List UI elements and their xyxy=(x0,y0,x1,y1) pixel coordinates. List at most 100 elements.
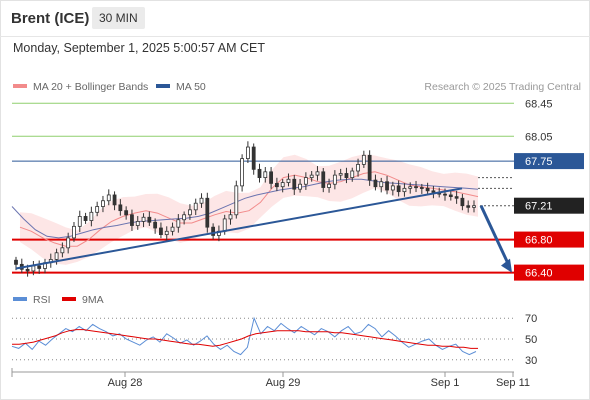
legend-credit: Research © 2025 Trading Central xyxy=(424,81,581,93)
candle-body xyxy=(472,205,476,208)
candle-body xyxy=(414,186,418,189)
candle-body xyxy=(385,181,389,191)
level-tag-67-75 xyxy=(514,153,584,170)
candle-body xyxy=(222,218,227,232)
candle-body xyxy=(286,178,291,183)
rsi-line xyxy=(11,316,477,356)
chart-header: Brent (ICE) 30 MIN xyxy=(0,0,590,36)
candle-body xyxy=(14,259,18,265)
candle-body xyxy=(112,194,117,206)
candle-body xyxy=(66,237,71,249)
level-tag-66-80 xyxy=(514,231,584,248)
candle-body xyxy=(106,194,111,202)
x-tick-label: Aug 29 xyxy=(266,377,301,389)
legend-label-rsi: RSI xyxy=(33,294,51,306)
rsi-panel: 70 50 30 xyxy=(11,313,537,367)
candle-body xyxy=(390,185,395,191)
candle-body xyxy=(448,194,453,198)
instrument-title: Brent (ICE) xyxy=(11,10,90,27)
candle-body xyxy=(408,186,413,189)
legend: MA 20 + Bollinger Bands MA 50 Research ©… xyxy=(13,81,581,93)
candle-body xyxy=(274,182,279,188)
rsi-ma-line xyxy=(12,329,478,349)
legend-swatch-ma50 xyxy=(156,84,170,88)
candle-body xyxy=(350,170,355,179)
candle-body xyxy=(263,171,268,179)
candle-body xyxy=(199,197,204,204)
candle-body xyxy=(361,154,366,165)
level-tag-67-21 xyxy=(514,197,584,214)
candle-body xyxy=(379,181,384,188)
candle-body xyxy=(332,174,337,185)
candle-body xyxy=(228,214,233,220)
candle-body xyxy=(153,221,158,229)
candle-body xyxy=(269,171,273,184)
candle-body xyxy=(193,202,198,211)
moving-averages xyxy=(11,171,479,247)
candle-body xyxy=(251,146,256,170)
x-axis: Aug 28 Aug 29 Sep 1 Sep 11 xyxy=(11,368,530,389)
trendline xyxy=(15,187,463,270)
candle-body xyxy=(77,216,82,227)
candle-body xyxy=(367,154,372,181)
candle-body xyxy=(170,226,175,232)
candle-body xyxy=(257,168,262,179)
candle-body xyxy=(147,216,152,223)
interval-button[interactable]: 30 MIN xyxy=(92,7,145,29)
candle-body xyxy=(344,173,349,179)
candle-body xyxy=(425,187,430,192)
candle-body xyxy=(315,171,320,176)
candle-body xyxy=(182,214,187,221)
candle-body xyxy=(303,177,308,185)
legend-swatch-ma20 xyxy=(13,84,27,88)
header-divider xyxy=(0,36,590,37)
candle-body xyxy=(245,146,250,160)
legend-label-9ma: 9MA xyxy=(82,294,104,306)
candle-body xyxy=(396,185,401,193)
candle-body xyxy=(211,226,216,236)
candle-body xyxy=(402,187,407,193)
candle-body xyxy=(205,197,210,228)
candle-body xyxy=(466,205,471,208)
candle-body xyxy=(321,171,326,188)
candle-body xyxy=(60,247,65,254)
candle-body xyxy=(338,173,343,176)
legend-label-ma20: MA 20 + Bollinger Bands xyxy=(33,81,148,93)
candle-body xyxy=(240,158,245,187)
candle-body xyxy=(83,216,88,221)
candle-body xyxy=(280,182,285,188)
candle-body xyxy=(72,225,76,239)
level-label-66-80: 66.80 xyxy=(525,235,553,247)
candle-body xyxy=(101,200,105,207)
ma50-line xyxy=(11,178,479,239)
candle-body xyxy=(118,204,123,212)
legend-label-ma50: MA 50 xyxy=(176,81,206,93)
candle-body xyxy=(188,209,192,216)
candle-body xyxy=(327,183,331,188)
candle-body xyxy=(454,196,459,199)
legend-swatch-rsi xyxy=(13,297,27,301)
candle-body xyxy=(159,227,163,236)
bollinger-bands xyxy=(20,154,478,265)
candle-body xyxy=(234,185,239,216)
candle-body xyxy=(356,163,360,172)
level-label-68-05: 68.05 xyxy=(525,131,553,143)
candle-body xyxy=(95,206,100,213)
candle-body xyxy=(443,193,447,196)
rsi-tick-30: 30 xyxy=(525,355,537,367)
candle-body xyxy=(309,174,314,179)
price-levels xyxy=(12,102,514,274)
candle-body xyxy=(460,197,465,207)
x-tick-label: Aug 28 xyxy=(108,377,143,389)
ma20-line xyxy=(19,171,479,247)
rsi-tick-70: 70 xyxy=(525,313,537,325)
price-labels: 68.45 68.05 67.75 67.21 66.80 66.40 xyxy=(514,98,584,281)
level-tag-66-40 xyxy=(514,264,584,281)
candle-body xyxy=(25,268,30,272)
legend-swatch-9ma xyxy=(62,297,76,301)
timestamp: Monday, September 1, 2025 5:00:57 AM CET xyxy=(13,41,265,55)
rsi-tick-50: 50 xyxy=(525,334,537,346)
candle-body xyxy=(164,230,169,236)
candle-body xyxy=(37,265,42,269)
